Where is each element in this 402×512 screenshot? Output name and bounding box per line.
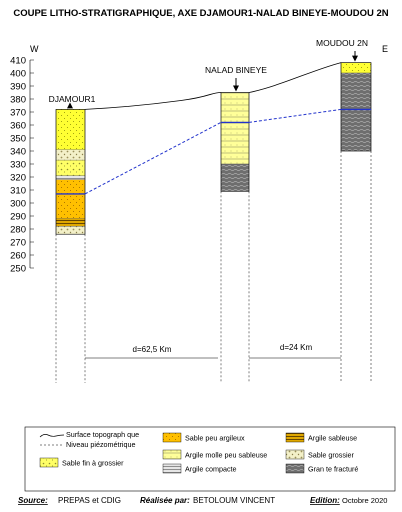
axis-tick-label: 320: [10, 173, 26, 184]
piezometric-line: [84, 108, 342, 195]
well-layer: [340, 62, 372, 74]
legend-label: Sable fin à grossier: [62, 459, 124, 468]
footer-source-value: PREPAS et CDIG: [58, 496, 121, 505]
axis-tick-label: 310: [10, 186, 26, 197]
well-layer: [55, 179, 86, 219]
axis-tick-label: 270: [10, 238, 26, 249]
axis-right-label: E: [382, 44, 388, 54]
wells: DJAMOUR1 NALAD BINEYE MOUDOU 2N: [49, 38, 372, 383]
legend-label: Argile sableuse: [308, 434, 357, 443]
legend-item-compact: Argile compacte: [162, 463, 237, 474]
legend-label: Sable grossier: [308, 451, 355, 460]
axis-tick-label: 400: [10, 69, 26, 80]
legend-swatch: [162, 449, 182, 460]
footer-author-value: BETOLOUM VINCENT: [193, 496, 275, 505]
legend-label: Niveau piézométrique: [66, 440, 136, 449]
well-layer: [220, 163, 250, 192]
legend-item-orange: Sable peu argileux: [162, 432, 245, 443]
axis-tick-label: 350: [10, 134, 26, 145]
well-layer: [55, 159, 86, 176]
legend-item-coarse: Sable grossier: [285, 449, 355, 460]
axis-tick-label: 330: [10, 160, 26, 171]
legend-label: Gran te fracturé: [308, 465, 358, 474]
axis-tick-label: 380: [10, 95, 26, 106]
axis-tick-label: 370: [10, 108, 26, 119]
well-layer: [55, 175, 86, 180]
well-name: MOUDOU 2N: [316, 38, 368, 48]
axis-tick-label: 360: [10, 121, 26, 132]
legend-label: Sable peu argileux: [185, 434, 245, 443]
topography-line: [84, 62, 342, 110]
axis-left-label: W: [30, 44, 39, 54]
piezometric-level: [84, 108, 342, 195]
legend-item-granite: Gran te fracturé: [285, 463, 358, 474]
footer-author-label: Réalisée par:: [140, 496, 190, 505]
well-3: MOUDOU 2N: [316, 38, 372, 383]
elevation-axis: W E 410 400 390 380 370 360 350 340 330 320 310 300…: [10, 44, 388, 275]
well-layer: [55, 226, 86, 235]
distance-markers: d=62,5 Km d=24 Km: [85, 343, 341, 359]
well-layer: [55, 218, 86, 227]
axis-tick-label: 260: [10, 251, 26, 262]
legend-item-water: Niveau piézométrique: [40, 440, 136, 449]
legend-label: Surface topograph que: [66, 430, 139, 439]
footer: Source: PREPAS et CDIG Réalisée par: BET…: [18, 496, 387, 505]
footer-edition-value: Octobre 2020: [342, 496, 387, 505]
axis-tick-label: 290: [10, 212, 26, 223]
legend-item-sandyclay: Argile sableuse: [285, 432, 357, 443]
well-layer: [220, 92, 250, 165]
well-name: DJAMOUR1: [49, 94, 96, 104]
axis-tick-label: 340: [10, 147, 26, 158]
footer-edition-label: Edition:: [310, 496, 340, 505]
well-layer: [55, 109, 86, 150]
legend-label: Argile molle peu sableuse: [185, 451, 267, 460]
legend-swatch: [285, 432, 305, 443]
distance-label-1: d=62,5 Km: [133, 345, 172, 354]
legend-item-soft: Argile molle peu sableuse: [162, 449, 267, 460]
well-2: NALAD BINEYE: [205, 65, 267, 383]
surface-topography: [84, 62, 342, 110]
well-layer: [55, 149, 86, 161]
legend-surface-symbol: [39, 433, 65, 438]
well-layer: [340, 72, 372, 152]
legend-swatch: [162, 463, 182, 474]
legend-swatch: [162, 432, 182, 443]
well-name: NALAD BINEYE: [205, 65, 267, 75]
axis-tick-label: 250: [10, 264, 26, 275]
axis-tick-label: 390: [10, 82, 26, 93]
legend-swatch: [285, 449, 305, 460]
axis-tick-label: 280: [10, 225, 26, 236]
legend-item-finecoarse: Sable fin à grossier: [39, 457, 124, 468]
well-1: DJAMOUR1: [49, 94, 96, 383]
footer-source-label: Source:: [18, 496, 48, 505]
legend-label: Argile compacte: [185, 465, 237, 474]
figure-title: COUPE LITHO-STRATIGRAPHIQUE, AXE DJAMOUR…: [13, 8, 388, 19]
axis-tick-label: 300: [10, 199, 26, 210]
distance-label-2: d=24 Km: [280, 343, 313, 352]
legend-item-surface: Surface topograph que: [39, 430, 139, 439]
legend-swatch: [39, 457, 59, 468]
legend-swatch: [285, 463, 305, 474]
axis-tick-label: 410: [10, 56, 26, 67]
legend-box: [24, 426, 396, 492]
